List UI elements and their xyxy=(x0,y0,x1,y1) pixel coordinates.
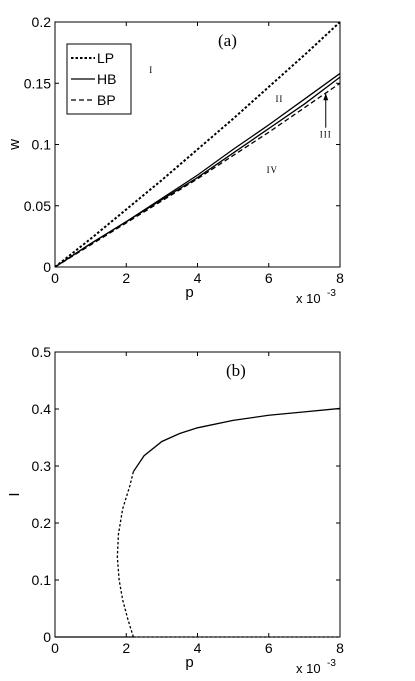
panel-b-y-tick-label: 0.1 xyxy=(32,572,52,588)
panel-a-label: (a) xyxy=(218,31,237,50)
panel-a-y-tick-label: 0.15 xyxy=(24,75,51,91)
panel-a-y-tick-label: 0 xyxy=(43,259,51,275)
panel-b-x-tick-label: 0 xyxy=(51,640,59,656)
panel-b-y-tick-label: 0 xyxy=(43,629,51,645)
panel-a-x-tick-label: 0 xyxy=(51,270,59,286)
panel-a-legend-label-hb: HB xyxy=(97,71,116,87)
panel-b-y-tick-label: 0.5 xyxy=(32,344,52,360)
panel-b-x-tick-label: 8 xyxy=(336,640,344,656)
panel-a-legend-label-lp: LP xyxy=(97,50,114,66)
panel-b-y-tick-label: 0.4 xyxy=(32,401,52,417)
panel-b-y-tick-label: 0.2 xyxy=(32,515,52,531)
panel-a-y-tick-label: 0.05 xyxy=(24,198,51,214)
panel-a-x-multiplier-exponent: -3 xyxy=(327,288,336,299)
panel-a-x-tick-label: 4 xyxy=(194,270,202,286)
panel-a-region-label-ii: II xyxy=(275,94,283,104)
panel-b-y-axis-label: I xyxy=(6,492,23,496)
panel-b-series-branch-3 xyxy=(132,407,341,473)
panel-a-x-multiplier: x 10 xyxy=(296,291,321,306)
panel-a-series-bp-3 xyxy=(54,82,341,268)
panel-a-x-tick-label: 8 xyxy=(336,270,344,286)
panel-a-x-axis-label: p xyxy=(185,284,193,301)
panel-a-y-tick-label: 0.1 xyxy=(32,137,52,153)
panel-b-x-multiplier-exponent: -3 xyxy=(327,658,336,669)
panel-b-y-tick-label: 0.3 xyxy=(32,458,52,474)
panel-a-series-hb-2 xyxy=(54,76,341,268)
panel-a-y-tick-label: 0.2 xyxy=(32,14,52,30)
panel-b-x-tick-label: 2 xyxy=(122,640,130,656)
panel-a-legend-label-bp: BP xyxy=(97,92,116,108)
panel-b-series-branch-2 xyxy=(116,471,135,638)
panel-b-x-tick-label: 4 xyxy=(194,640,202,656)
panel-a-annotation-arrow-head xyxy=(323,93,329,101)
panel-a-x-tick-label: 6 xyxy=(265,270,273,286)
panel-b-x-multiplier: x 10 xyxy=(296,661,321,676)
panel-b-x-tick-label: 6 xyxy=(265,640,273,656)
panel-b-x-axis-label: p xyxy=(185,654,193,671)
panel-a-x-tick-label: 2 xyxy=(122,270,130,286)
panel-a-y-axis-label: w xyxy=(6,139,23,151)
panel-b-plot-frame xyxy=(54,351,341,638)
panel-a-region-label-iii: III xyxy=(320,130,332,140)
panel-a-region-label-iv: IV xyxy=(267,165,279,175)
panel-b-label: (b) xyxy=(226,361,246,380)
panel-a-region-label-i: I xyxy=(149,65,153,75)
panel-a-series-lp-0 xyxy=(54,21,341,268)
